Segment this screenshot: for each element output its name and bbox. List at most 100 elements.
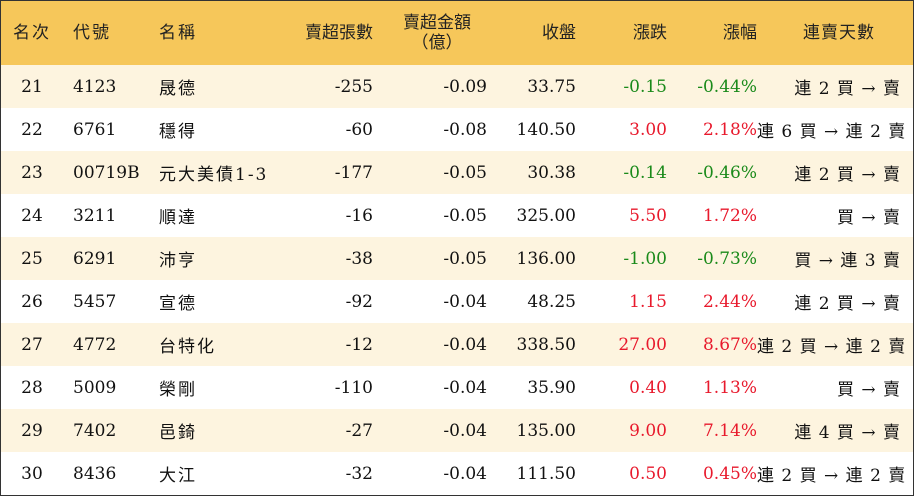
header-change-pct[interactable]: 漲幅 xyxy=(723,23,757,43)
table-header: 名次 代號 名稱 賣超張數 賣超金額 （億） 收盤 漲跌 漲幅 連賣天數 xyxy=(1,1,913,65)
rank-cell: 24 xyxy=(21,205,43,226)
close-price-cell: 111.50 xyxy=(516,463,576,484)
change-cell: 9.00 xyxy=(629,420,667,441)
close-price-cell: 325.00 xyxy=(516,205,576,226)
header-code[interactable]: 代號 xyxy=(73,23,111,43)
table-row[interactable]: 24 3211 順達 -16 -0.05 325.00 5.50 1.72% 買 → 賣 xyxy=(1,194,913,237)
table-row[interactable]: 25 6291 沛亨 -38 -0.05 136.00 -1.00 -0.73% 買 → 連 3… xyxy=(1,237,913,280)
header-name[interactable]: 名稱 xyxy=(159,23,197,43)
close-price-cell: 136.00 xyxy=(516,248,576,269)
name-cell: 穩得 xyxy=(159,122,197,142)
net-sell-amount-cell: -0.08 xyxy=(443,119,487,140)
net-sell-lots-cell: -27 xyxy=(345,420,373,441)
name-cell: 榮剛 xyxy=(159,380,197,400)
change-cell: 0.40 xyxy=(629,377,667,398)
table-row[interactable]: 30 8436 大江 -32 -0.04 111.50 0.50 0.45% 連 2 買 → 連… xyxy=(1,452,913,495)
rank-cell: 22 xyxy=(21,119,43,140)
streak-cell: 連 2 買 → 賣 xyxy=(794,79,901,99)
code-cell: 8436 xyxy=(73,463,117,484)
net-sell-amount-cell: -0.04 xyxy=(443,420,487,441)
streak-cell: 連 2 買 → 賣 xyxy=(794,294,901,314)
table-row[interactable]: 21 4123 晟德 -255 -0.09 33.75 -0.15 -0.44% 連 2 買 →… xyxy=(1,65,913,108)
header-net-sell-amount-label: 賣超金額 xyxy=(403,13,471,33)
net-sell-lots-cell: -32 xyxy=(345,463,373,484)
table-row[interactable]: 27 4772 台特化 -12 -0.04 338.50 27.00 8.67% 連 2 買 →… xyxy=(1,323,913,366)
code-cell: 6291 xyxy=(73,248,117,269)
rank-cell: 21 xyxy=(21,76,43,97)
rank-cell: 23 xyxy=(21,162,43,183)
streak-cell: 買 → 賣 xyxy=(836,208,901,228)
net-sell-amount-cell: -0.04 xyxy=(443,377,487,398)
change-cell: 27.00 xyxy=(618,334,667,355)
change-cell: 0.50 xyxy=(629,463,667,484)
name-cell: 大江 xyxy=(159,466,197,486)
net-sell-lots-cell: -177 xyxy=(334,162,373,183)
close-price-cell: 338.50 xyxy=(516,334,576,355)
net-sell-amount-cell: -0.05 xyxy=(443,162,487,183)
header-net-sell-amount[interactable]: 賣超金額 （億） xyxy=(373,1,487,65)
net-sell-lots-cell: -38 xyxy=(345,248,373,269)
header-net-sell-lots[interactable]: 賣超張數 xyxy=(305,23,373,43)
code-cell: 7402 xyxy=(73,420,117,441)
name-cell: 元大美債1-3 xyxy=(159,165,269,185)
streak-cell: 買 → 賣 xyxy=(836,380,901,400)
header-net-sell-amount-unit: （億） xyxy=(411,33,463,53)
change-pct-cell: -0.46% xyxy=(697,162,757,183)
change-cell: -0.15 xyxy=(623,76,667,97)
close-price-cell: 30.38 xyxy=(527,162,576,183)
header-close[interactable]: 收盤 xyxy=(542,23,576,43)
streak-cell: 連 2 買 → 連 2 賣 xyxy=(757,466,907,486)
header-change[interactable]: 漲跌 xyxy=(633,23,667,43)
close-price-cell: 35.90 xyxy=(527,377,576,398)
change-pct-cell: -0.73% xyxy=(697,248,757,269)
streak-cell: 買 → 連 3 賣 xyxy=(794,251,901,271)
code-cell: 3211 xyxy=(73,205,117,226)
net-sell-lots-cell: -60 xyxy=(345,119,373,140)
header-rank[interactable]: 名次 xyxy=(13,23,51,43)
rank-cell: 30 xyxy=(21,463,43,484)
table-row[interactable]: 23 00719B 元大美債1-3 -177 -0.05 30.38 -0.14 -0.46%… xyxy=(1,151,913,194)
change-pct-cell: 7.14% xyxy=(702,420,757,441)
streak-cell: 連 2 買 → 連 2 賣 xyxy=(757,337,907,357)
streak-cell: 連 4 買 → 賣 xyxy=(794,423,901,443)
net-sell-amount-cell: -0.09 xyxy=(443,76,487,97)
table-body: 21 4123 晟德 -255 -0.09 33.75 -0.15 -0.44% 連 2 買 →… xyxy=(1,65,913,495)
change-cell: 5.50 xyxy=(629,205,667,226)
header-row: 名次 代號 名稱 賣超張數 賣超金額 （億） 收盤 漲跌 漲幅 連賣天數 xyxy=(1,1,913,65)
name-cell: 邑錡 xyxy=(159,423,197,443)
table-row[interactable]: 26 5457 宣德 -92 -0.04 48.25 1.15 2.44% 連 2 買 → 賣 xyxy=(1,280,913,323)
table-row[interactable]: 28 5009 榮剛 -110 -0.04 35.90 0.40 1.13% 買 → 賣 xyxy=(1,366,913,409)
code-cell: 4772 xyxy=(73,334,117,355)
name-cell: 晟德 xyxy=(159,79,197,99)
net-sell-amount-cell: -0.04 xyxy=(443,334,487,355)
net-sell-amount-cell: -0.04 xyxy=(443,463,487,484)
code-cell: 4123 xyxy=(73,76,117,97)
header-streak[interactable]: 連賣天數 xyxy=(803,23,875,43)
close-price-cell: 33.75 xyxy=(527,76,576,97)
close-price-cell: 48.25 xyxy=(527,291,576,312)
change-pct-cell: 2.44% xyxy=(702,291,757,312)
net-sell-amount-cell: -0.05 xyxy=(443,205,487,226)
code-cell: 5009 xyxy=(73,377,117,398)
change-pct-cell: 1.72% xyxy=(702,205,757,226)
net-sell-lots-cell: -110 xyxy=(334,377,373,398)
rank-cell: 28 xyxy=(21,377,43,398)
streak-cell: 連 6 買 → 連 2 賣 xyxy=(757,122,907,142)
change-pct-cell: 0.45% xyxy=(702,463,757,484)
net-sell-lots-cell: -92 xyxy=(345,291,373,312)
name-cell: 順達 xyxy=(159,208,197,228)
rank-cell: 29 xyxy=(21,420,43,441)
change-pct-cell: -0.44% xyxy=(697,76,757,97)
close-price-cell: 140.50 xyxy=(516,119,576,140)
table-row[interactable]: 29 7402 邑錡 -27 -0.04 135.00 9.00 7.14% 連 4 買 → 賣 xyxy=(1,409,913,452)
name-cell: 台特化 xyxy=(159,337,216,357)
rank-cell: 27 xyxy=(21,334,43,355)
code-cell: 6761 xyxy=(73,119,117,140)
net-sell-amount-cell: -0.04 xyxy=(443,291,487,312)
table-row[interactable]: 22 6761 穩得 -60 -0.08 140.50 3.00 2.18% 連 6 買 → 連… xyxy=(1,108,913,151)
code-cell: 5457 xyxy=(73,291,117,312)
change-pct-cell: 1.13% xyxy=(702,377,757,398)
net-sell-lots-cell: -12 xyxy=(345,334,373,355)
